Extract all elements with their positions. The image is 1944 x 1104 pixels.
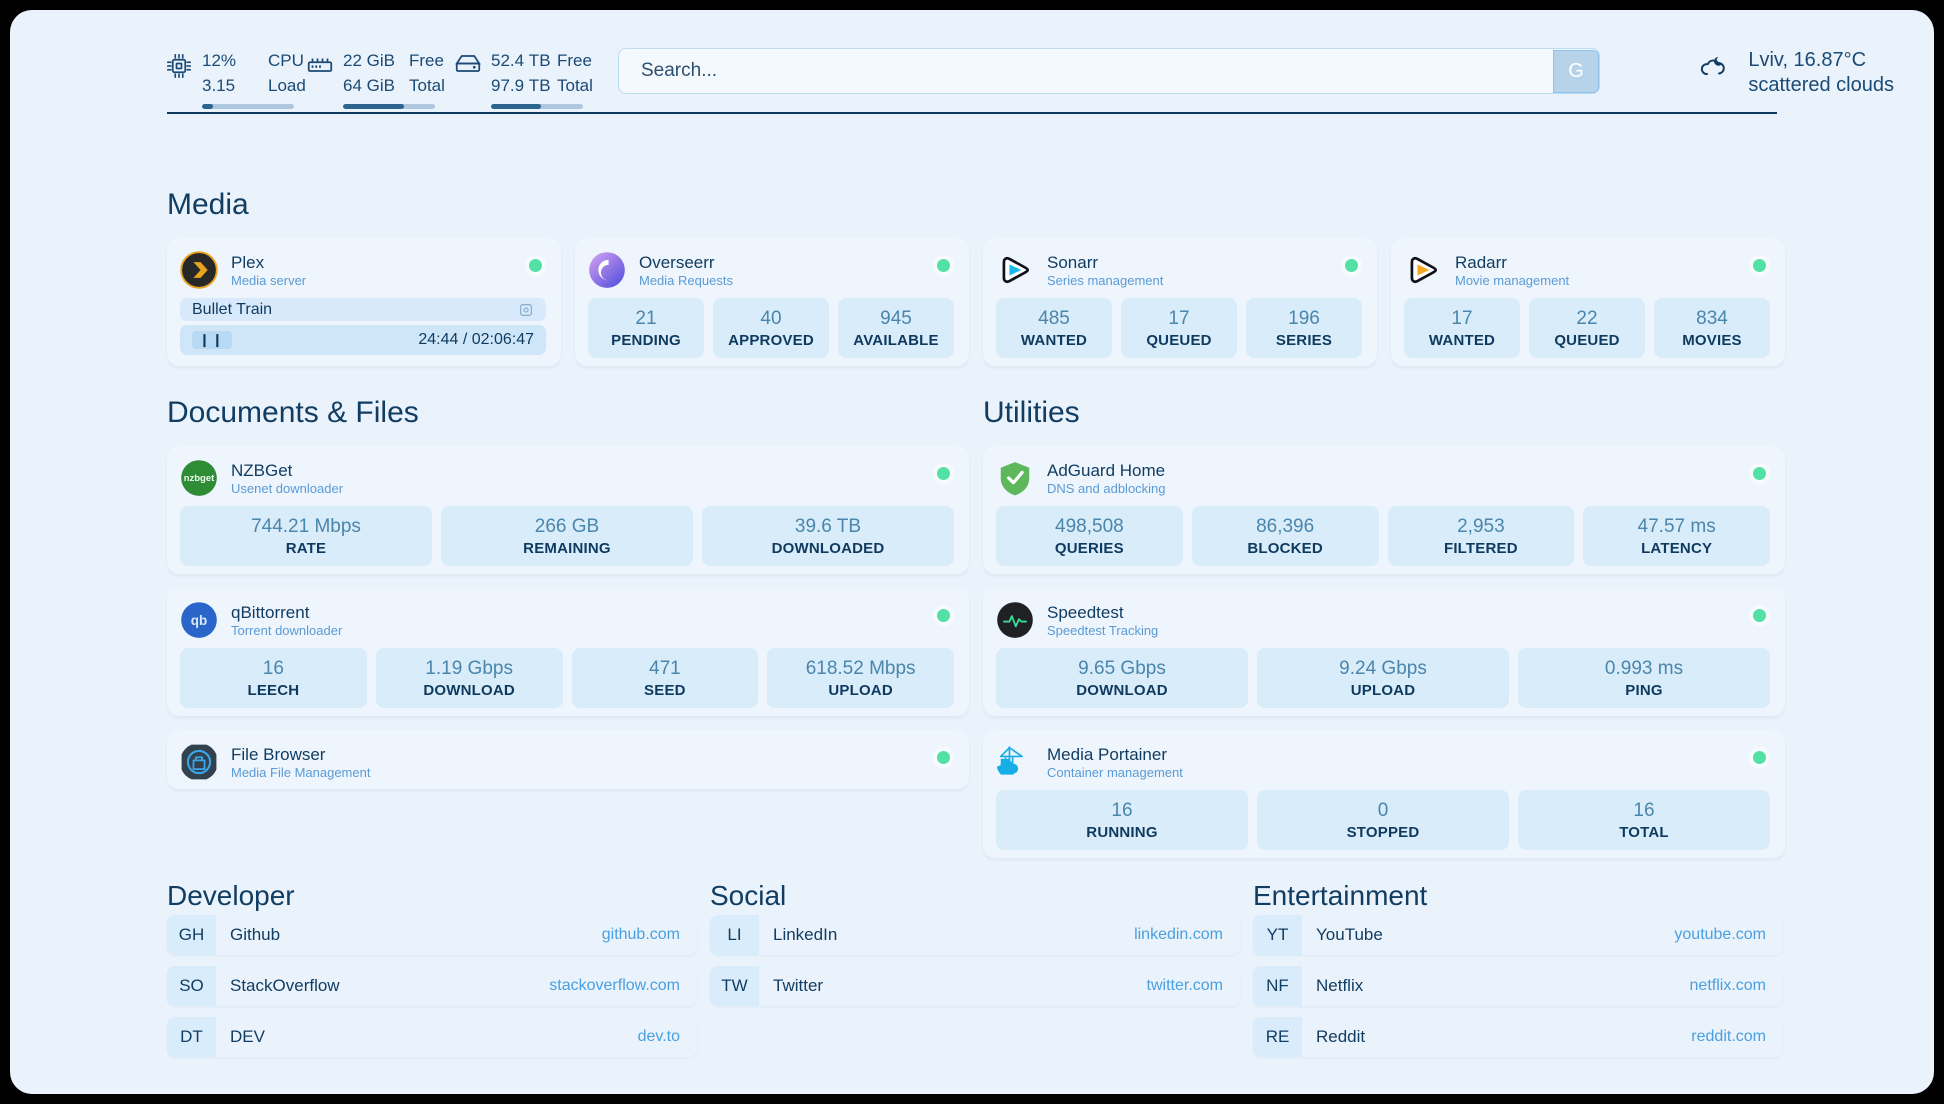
svg-text:nzbget: nzbget: [184, 473, 215, 484]
svg-text:qb: qb: [191, 613, 207, 628]
